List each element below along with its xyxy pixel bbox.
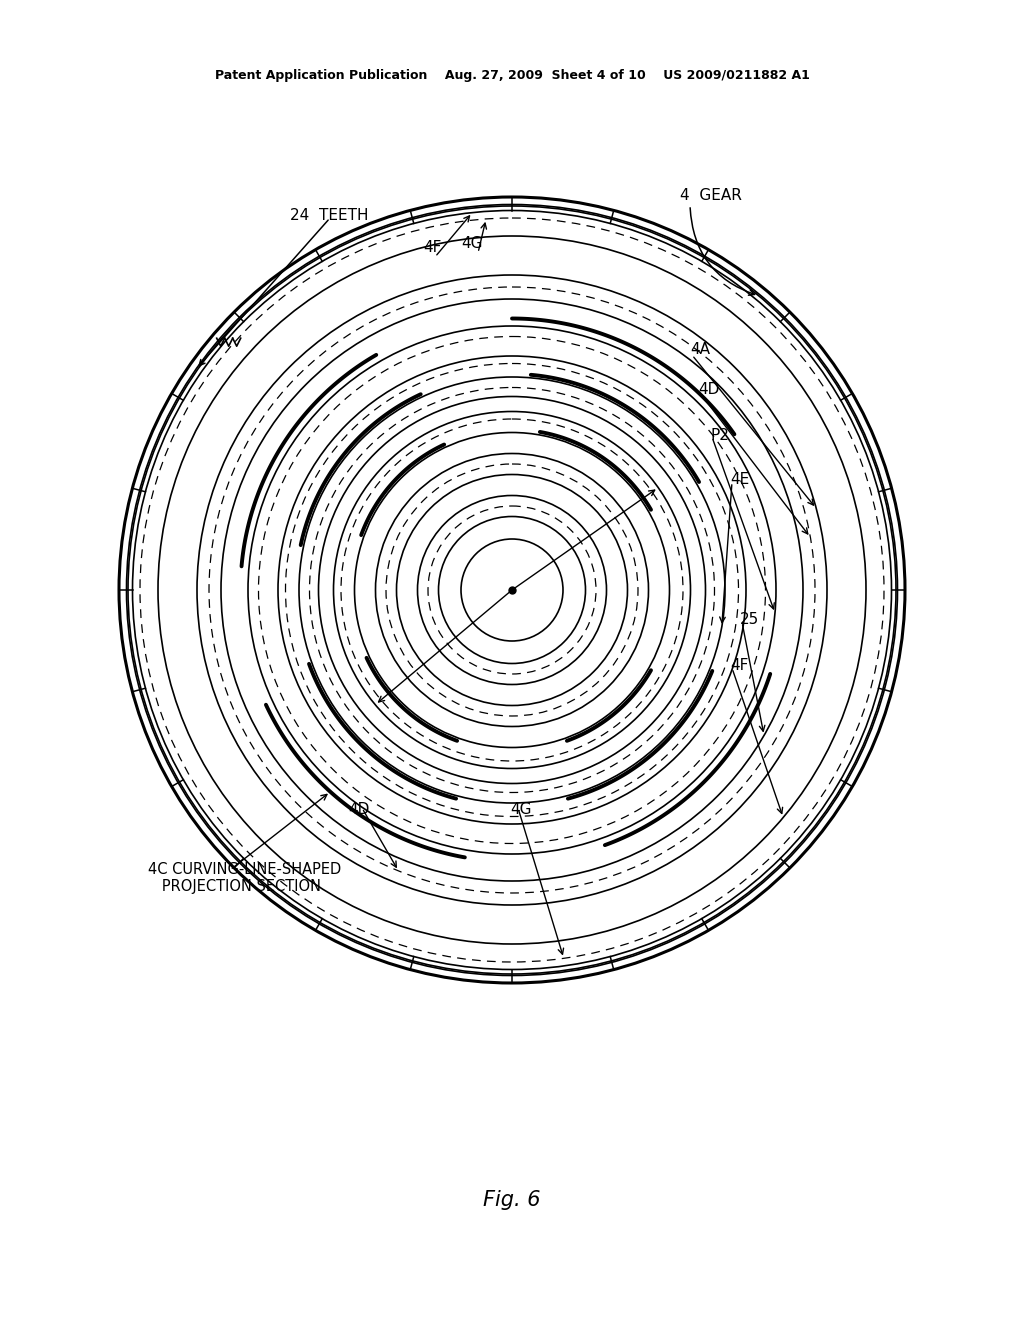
Text: 4E: 4E [730, 473, 750, 487]
Text: 4A: 4A [690, 342, 710, 358]
Text: 4G: 4G [510, 803, 531, 817]
Text: 4D: 4D [698, 383, 720, 397]
Text: P2: P2 [710, 428, 729, 442]
Text: 4D: 4D [348, 803, 370, 817]
Text: 25: 25 [740, 612, 759, 627]
Text: 4G: 4G [461, 235, 482, 251]
Text: 4C CURVING-LINE-SHAPED
   PROJECTION SECTION: 4C CURVING-LINE-SHAPED PROJECTION SECTIO… [148, 862, 341, 895]
Text: Patent Application Publication    Aug. 27, 2009  Sheet 4 of 10    US 2009/021188: Patent Application Publication Aug. 27, … [215, 69, 809, 82]
Text: 4F: 4F [423, 240, 441, 256]
Text: Fig. 6: Fig. 6 [483, 1191, 541, 1210]
Text: 4F: 4F [730, 657, 749, 672]
Text: 4  GEAR: 4 GEAR [680, 187, 741, 202]
Text: 24  TEETH: 24 TEETH [290, 207, 369, 223]
